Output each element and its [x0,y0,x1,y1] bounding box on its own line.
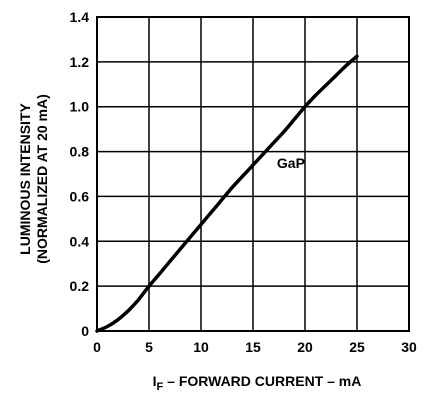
y-axis-label: LUMINOUS INTENSITY(NORMALIZED AT 20 mA) [17,94,50,264]
x-tick-label: 10 [193,339,209,355]
grid [96,16,410,332]
y-tick-label: 0.2 [70,278,90,294]
plot-frame [96,16,410,332]
x-tick-labels: 0 5 10 15 20 25 30 [93,339,417,355]
series-annotation-gap: GaP [277,155,305,171]
x-axis-label-main: I [153,373,157,389]
x-tick-label: 30 [401,339,417,355]
y-tick-label: 0.4 [70,233,90,249]
x-tick-label: 20 [297,339,313,355]
x-tick-label: 15 [245,339,261,355]
y-tick-labels: 0 0.2 0.4 0.6 0.8 1.0 1.2 1.4 [70,9,90,339]
y-tick-label: 1.4 [70,9,90,25]
y-axis-label-line: LUMINOUS INTENSITY [17,103,33,255]
y-axis-label-line: (NORMALIZED AT 20 mA) [34,94,50,264]
x-tick-label: 5 [145,339,153,355]
series-line-gap [95,54,359,333]
x-axis-label-rest: – FORWARD CURRENT – mA [163,373,361,389]
y-tick-label: 1.0 [70,99,90,115]
x-axis-label: IF – FORWARD CURRENT – mA [153,373,362,393]
x-tick-label: 25 [349,339,365,355]
x-axis-label-subscript: F [157,381,164,393]
y-tick-label: 0.6 [70,188,90,204]
y-tick-label: 0.8 [70,144,90,160]
y-tick-label: 1.2 [70,54,90,70]
y-tick-label: 0 [81,323,89,339]
x-tick-label: 0 [93,339,101,355]
